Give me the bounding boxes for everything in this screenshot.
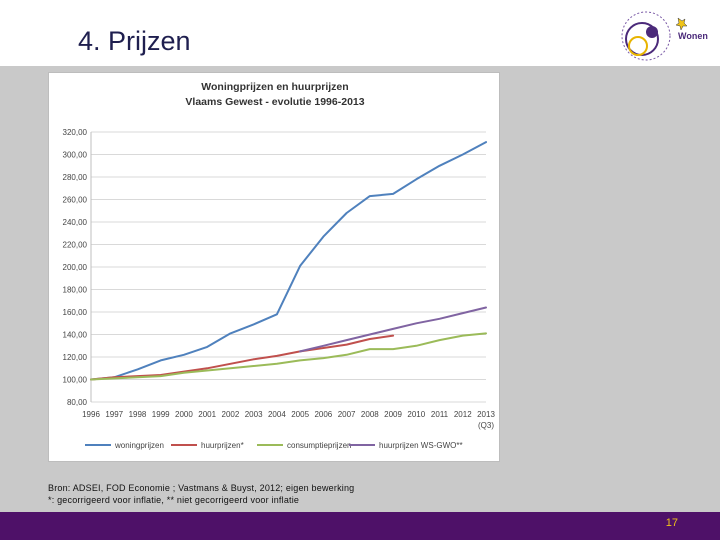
y-tick-label: 180,00	[63, 286, 88, 295]
logo-outer-ring-icon	[621, 11, 671, 61]
x-tick-label: 2004	[268, 410, 286, 419]
y-tick-label: 160,00	[63, 308, 88, 317]
x-tick-label: 2008	[361, 410, 379, 419]
series-line-huurprijzen	[90, 334, 395, 381]
x-tick-note: (Q3)	[478, 421, 494, 430]
y-tick-label: 120,00	[63, 353, 88, 362]
y-tick-label: 220,00	[63, 241, 88, 250]
y-tick-label: 200,00	[63, 263, 88, 272]
source-line-1: Bron: ADSEI, FOD Economie ; Vastmans & B…	[48, 483, 355, 493]
y-tick-label: 80,00	[67, 398, 88, 407]
x-tick-label: 1996	[82, 410, 100, 419]
wonen-logo	[621, 11, 688, 61]
x-tick-label: 2000	[175, 410, 193, 419]
x-tick-label: 2013	[477, 410, 495, 419]
legend-label: huurprijzen WS-GWO**	[379, 441, 463, 450]
x-tick-label: 2003	[245, 410, 263, 419]
chart-container: Woningprijzen en huurprijzen Vlaams Gewe…	[48, 72, 500, 462]
legend-label: huurprijzen*	[201, 441, 244, 450]
chart-title: Woningprijzen en huurprijzen	[201, 81, 348, 93]
x-tick-label: 2011	[431, 410, 449, 419]
logo-text: Wonen	[678, 31, 708, 41]
x-tick-label: 2012	[454, 410, 472, 419]
x-tick-label: 1998	[129, 410, 147, 419]
legend-label: consumptieprijzen	[287, 441, 351, 450]
x-tick-label: 2005	[291, 410, 309, 419]
y-tick-label: 240,00	[63, 218, 88, 227]
x-tick-label: 1997	[105, 410, 123, 419]
legend-label: woningprijzen	[114, 441, 164, 450]
series-line-consumptieprijzen	[90, 332, 487, 381]
line-chart: Woningprijzen en huurprijzen Vlaams Gewe…	[63, 81, 496, 450]
logo-yellow-ring-icon	[628, 36, 648, 56]
x-tick-label: 2002	[222, 410, 240, 419]
x-tick-label: 2009	[384, 410, 402, 419]
y-tick-label: 260,00	[63, 196, 88, 205]
x-tick-label: 1999	[152, 410, 170, 419]
logo-dot-icon	[646, 26, 658, 38]
source-note: Bron: ADSEI, FOD Economie ; Vastmans & B…	[48, 482, 354, 506]
footer-bar: 17	[0, 512, 720, 540]
x-tick-label: 2001	[198, 410, 216, 419]
y-tick-label: 300,00	[63, 151, 88, 160]
y-tick-label: 140,00	[63, 331, 88, 340]
source-line-2: *: gecorrigeerd voor inflatie, ** niet g…	[48, 495, 300, 505]
x-tick-label: 2010	[407, 410, 425, 419]
y-tick-label: 100,00	[63, 376, 88, 385]
series-line-woningprijzen	[90, 141, 487, 381]
chart-subtitle: Vlaams Gewest - evolutie 1996-2013	[185, 96, 364, 108]
y-tick-label: 320,00	[63, 128, 88, 137]
x-tick-label: 2007	[338, 410, 356, 419]
slide-title: 4. Prijzen	[78, 26, 191, 56]
series-line-huurprijzen-ws-gwo	[299, 306, 487, 353]
y-tick-label: 280,00	[63, 173, 88, 182]
logo-lion-icon	[675, 17, 688, 31]
page-number: 17	[665, 517, 678, 529]
x-tick-label: 2006	[314, 410, 332, 419]
